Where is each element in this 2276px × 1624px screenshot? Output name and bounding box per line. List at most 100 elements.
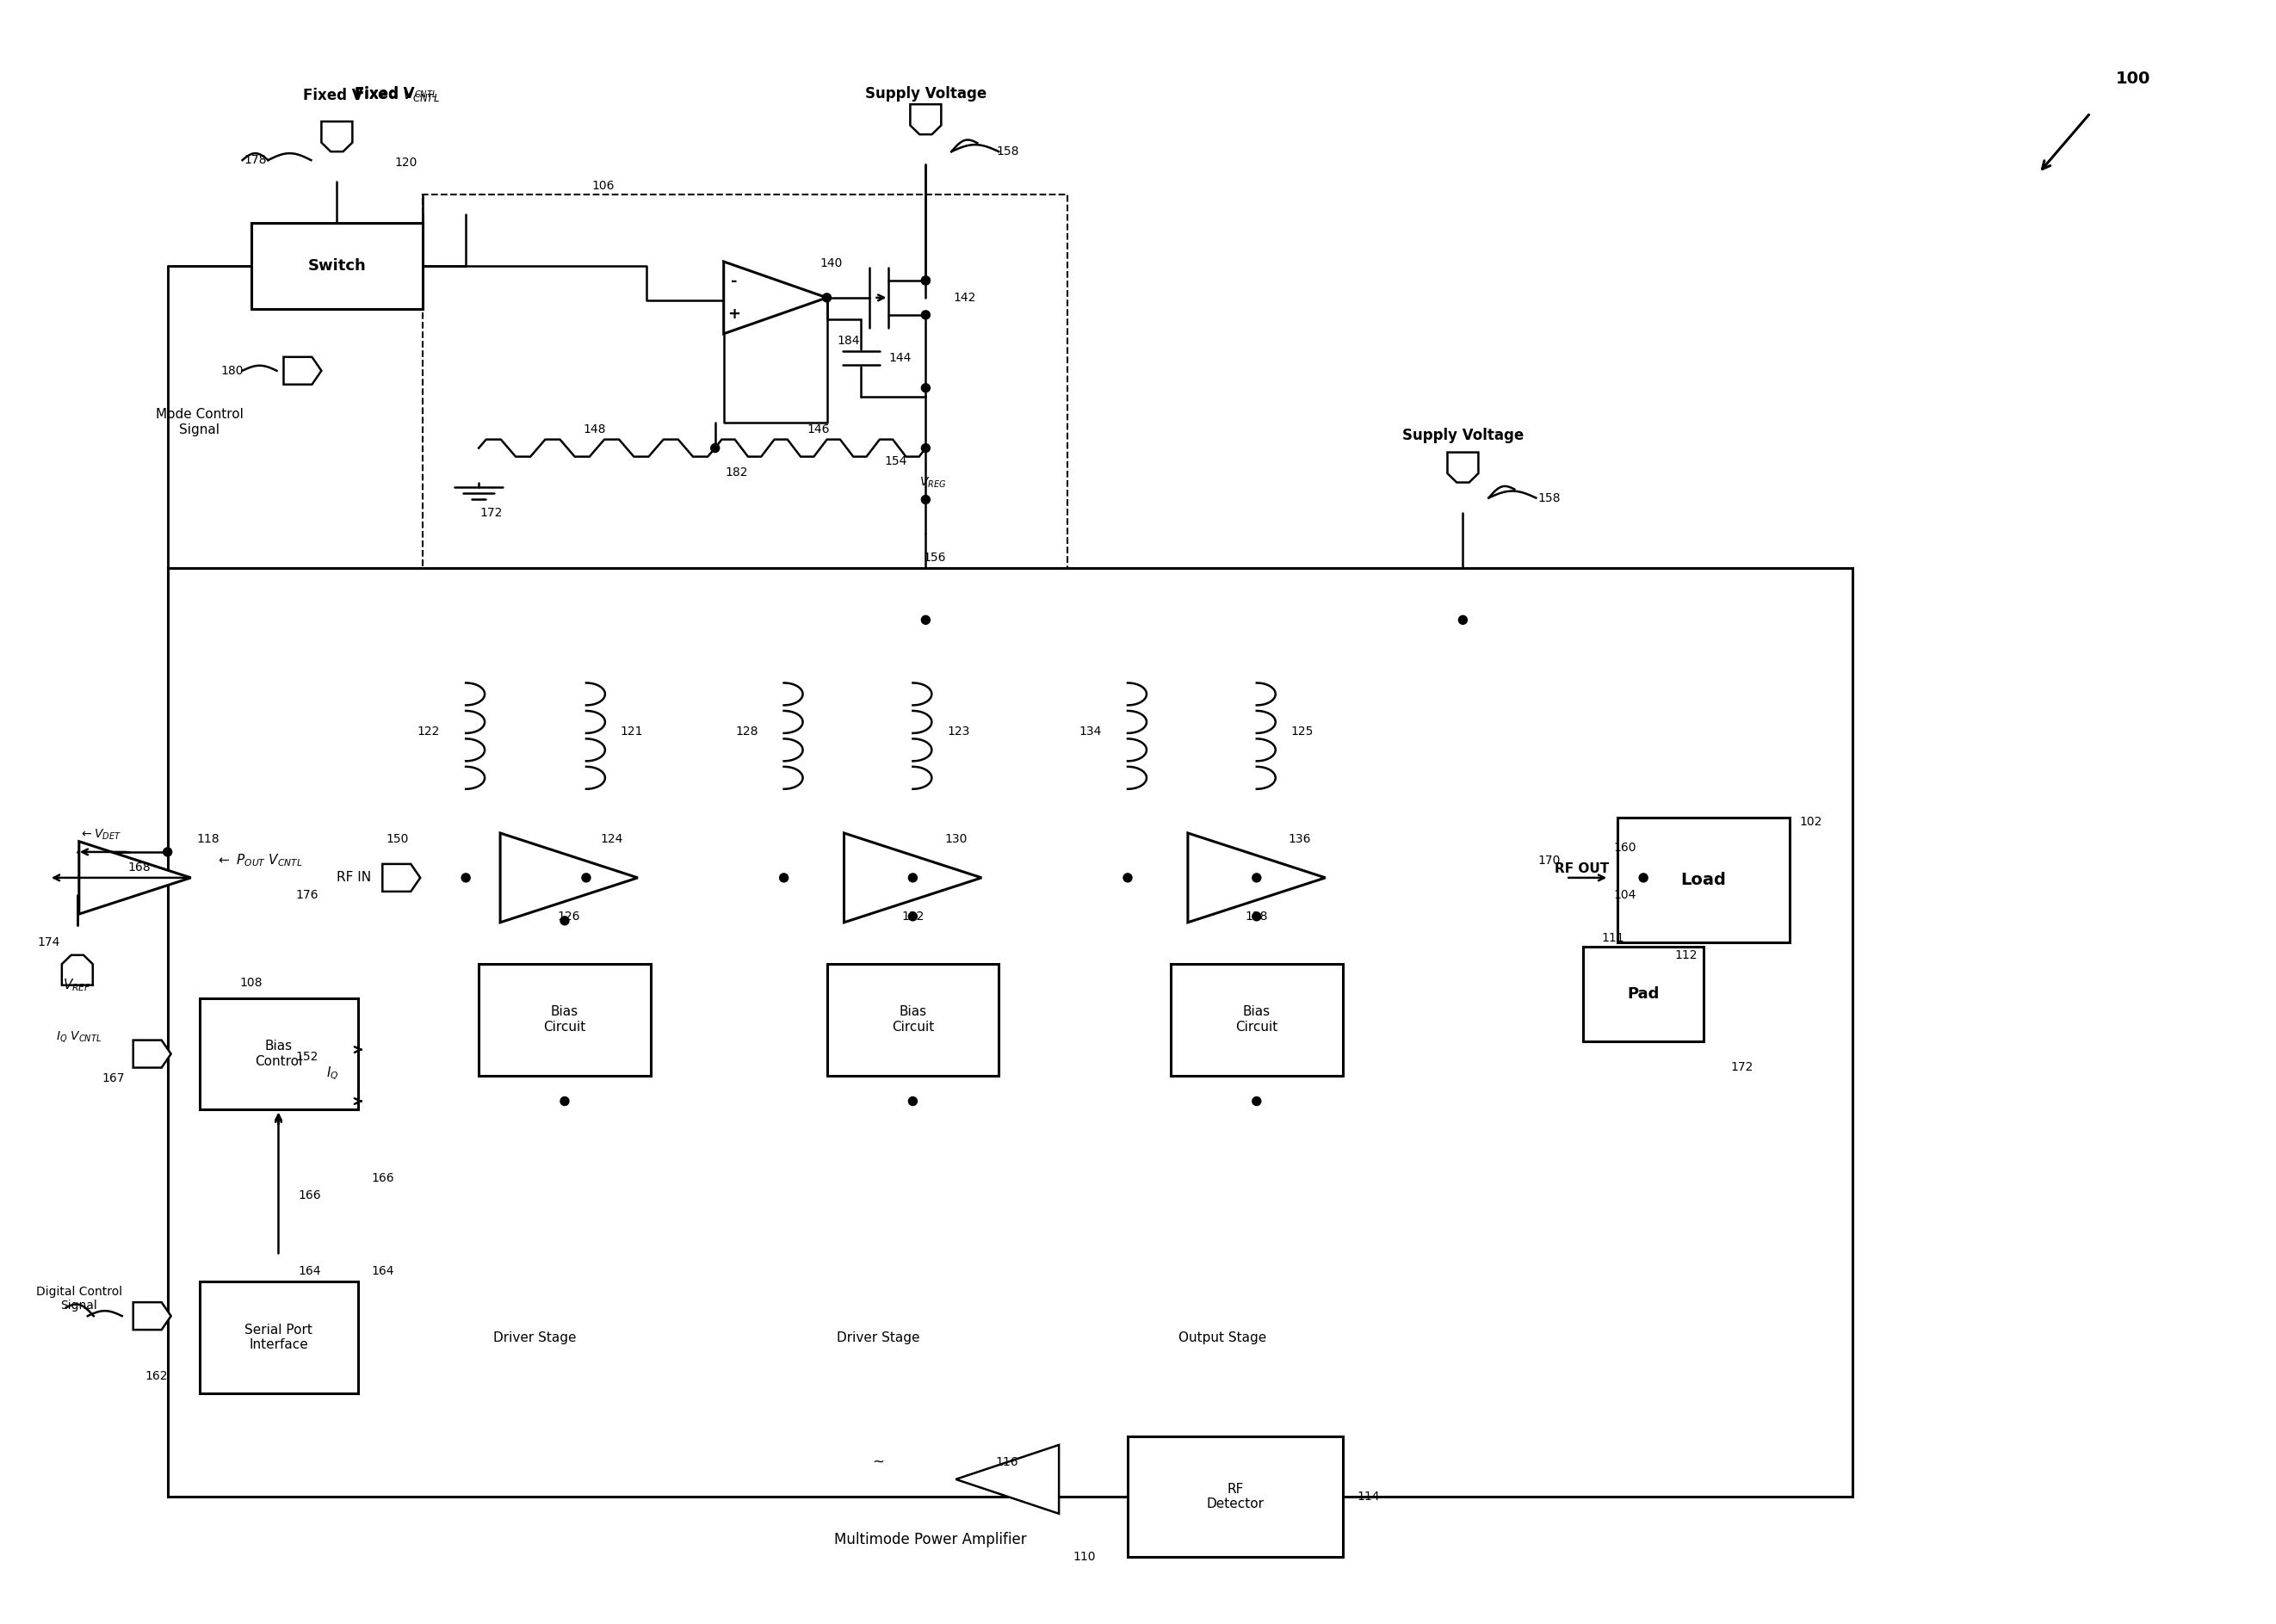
- Circle shape: [1124, 874, 1131, 882]
- Polygon shape: [80, 841, 191, 914]
- Text: 184: 184: [838, 335, 860, 346]
- Text: $\leftarrow V_{DET}$: $\leftarrow V_{DET}$: [80, 828, 121, 841]
- Text: 104: 104: [1614, 888, 1636, 901]
- Text: Driver Stage: Driver Stage: [838, 1332, 920, 1345]
- Bar: [1584, 947, 1702, 1041]
- Circle shape: [710, 443, 719, 453]
- Text: 166: 166: [371, 1173, 394, 1184]
- Bar: [1618, 817, 1789, 942]
- Bar: [362, 620, 1600, 1325]
- Circle shape: [908, 1096, 917, 1106]
- Polygon shape: [284, 357, 321, 385]
- Text: $I_Q$: $I_Q$: [325, 1065, 339, 1082]
- Text: 164: 164: [298, 1265, 321, 1278]
- Polygon shape: [844, 833, 981, 922]
- Bar: [250, 222, 423, 309]
- Text: 136: 136: [1288, 833, 1311, 844]
- Bar: [826, 963, 999, 1075]
- Text: RF IN: RF IN: [337, 872, 371, 883]
- Text: 180: 180: [221, 365, 244, 377]
- Bar: [200, 999, 357, 1109]
- Text: 182: 182: [726, 466, 749, 477]
- Text: 126: 126: [558, 911, 580, 922]
- Text: 114: 114: [1356, 1491, 1379, 1502]
- Text: Bias
Circuit: Bias Circuit: [1236, 1005, 1277, 1033]
- Text: 100: 100: [2117, 70, 2151, 86]
- Text: 148: 148: [583, 424, 605, 435]
- Text: 158: 158: [997, 146, 1020, 158]
- Text: 162: 162: [146, 1371, 168, 1382]
- Text: 102: 102: [1800, 815, 1823, 828]
- Text: Bias
Circuit: Bias Circuit: [544, 1005, 585, 1033]
- Polygon shape: [134, 1039, 171, 1067]
- Text: 154: 154: [885, 455, 906, 468]
- Text: 150: 150: [385, 833, 407, 844]
- Circle shape: [922, 443, 931, 453]
- Text: 108: 108: [239, 976, 262, 989]
- Text: 111: 111: [1602, 932, 1625, 944]
- Text: 178: 178: [244, 154, 266, 166]
- Bar: [1170, 963, 1343, 1075]
- Text: ~: ~: [872, 1455, 885, 1470]
- Bar: [423, 195, 1067, 603]
- Circle shape: [922, 310, 931, 320]
- Circle shape: [560, 1096, 569, 1106]
- Text: 123: 123: [947, 726, 970, 737]
- Text: 152: 152: [296, 1051, 319, 1062]
- Text: -: -: [731, 274, 737, 289]
- Text: 125: 125: [1290, 726, 1313, 737]
- Text: 176: 176: [296, 888, 319, 901]
- Bar: [168, 568, 1853, 1496]
- Text: RF
Detector: RF Detector: [1206, 1483, 1263, 1510]
- Circle shape: [781, 874, 787, 882]
- Circle shape: [1639, 874, 1648, 882]
- Text: Supply Voltage: Supply Voltage: [865, 86, 986, 102]
- Text: Load: Load: [1680, 872, 1725, 888]
- Text: Bias
Control: Bias Control: [255, 1039, 303, 1069]
- Text: 130: 130: [945, 833, 967, 844]
- Text: Digital Control
Signal: Digital Control Signal: [36, 1286, 123, 1312]
- Text: $V_{REF}$: $V_{REF}$: [64, 978, 91, 994]
- Text: 112: 112: [1675, 948, 1698, 961]
- Polygon shape: [382, 864, 421, 892]
- Text: 132: 132: [901, 911, 924, 922]
- Circle shape: [560, 916, 569, 926]
- Text: 106: 106: [592, 180, 615, 192]
- Text: 172: 172: [480, 507, 503, 518]
- Bar: [200, 1281, 357, 1393]
- Text: Bias
Circuit: Bias Circuit: [892, 1005, 933, 1033]
- Text: Multimode Power Amplifier: Multimode Power Amplifier: [833, 1531, 1026, 1548]
- Text: 116: 116: [997, 1457, 1020, 1468]
- Bar: [1127, 1436, 1343, 1557]
- Circle shape: [583, 874, 589, 882]
- Polygon shape: [134, 1302, 171, 1330]
- Circle shape: [1459, 615, 1468, 624]
- Text: 124: 124: [601, 833, 624, 844]
- Text: 110: 110: [1074, 1551, 1097, 1562]
- Circle shape: [922, 383, 931, 393]
- Text: 168: 168: [127, 861, 150, 874]
- Text: 142: 142: [954, 292, 976, 304]
- Circle shape: [922, 615, 931, 624]
- Text: Switch: Switch: [307, 258, 366, 273]
- Circle shape: [908, 913, 917, 921]
- Text: RF OUT: RF OUT: [1555, 862, 1609, 875]
- Circle shape: [908, 874, 917, 882]
- Text: 122: 122: [417, 726, 439, 737]
- Text: Mode Control
Signal: Mode Control Signal: [155, 408, 244, 437]
- Text: 160: 160: [1614, 841, 1636, 854]
- Text: 156: 156: [922, 552, 947, 564]
- Circle shape: [164, 848, 173, 856]
- Polygon shape: [501, 833, 637, 922]
- Text: 121: 121: [621, 726, 644, 737]
- Text: $_{CNTL}$: $_{CNTL}$: [414, 88, 437, 101]
- Text: 120: 120: [394, 158, 417, 169]
- Text: $V_{REG}$: $V_{REG}$: [920, 476, 947, 489]
- Circle shape: [822, 294, 831, 302]
- Text: 170: 170: [1539, 854, 1561, 867]
- Text: Pad: Pad: [1627, 986, 1659, 1002]
- Bar: [478, 963, 651, 1075]
- Text: 174: 174: [39, 935, 59, 948]
- Polygon shape: [1188, 833, 1325, 922]
- Text: +: +: [728, 307, 740, 322]
